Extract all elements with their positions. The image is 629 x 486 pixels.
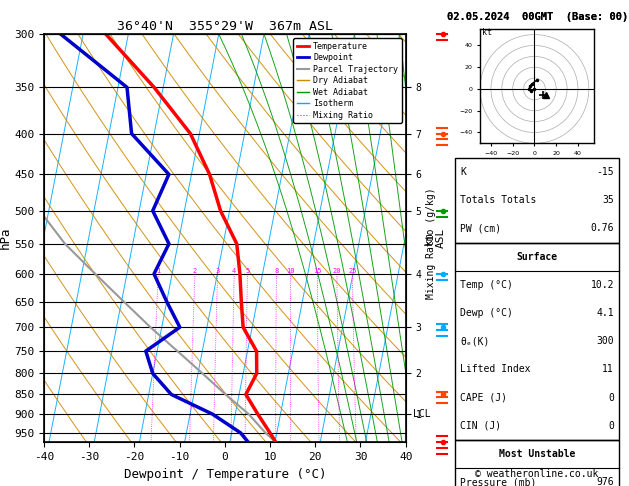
Text: © weatheronline.co.uk: © weatheronline.co.uk bbox=[476, 469, 599, 479]
Bar bbox=[455, 158, 620, 243]
Text: 976: 976 bbox=[596, 477, 614, 486]
Text: 0: 0 bbox=[608, 421, 614, 431]
Title: 36°40'N  355°29'W  367m ASL: 36°40'N 355°29'W 367m ASL bbox=[117, 20, 333, 33]
Text: K: K bbox=[460, 167, 466, 177]
Text: 02.05.2024  00GMT  (Base: 00): 02.05.2024 00GMT (Base: 00) bbox=[447, 12, 628, 22]
Text: Surface: Surface bbox=[516, 252, 558, 261]
Text: 8: 8 bbox=[274, 268, 279, 274]
Legend: Temperature, Dewpoint, Parcel Trajectory, Dry Adiabat, Wet Adiabat, Isotherm, Mi: Temperature, Dewpoint, Parcel Trajectory… bbox=[293, 38, 401, 123]
Text: Temp (°C): Temp (°C) bbox=[460, 280, 513, 290]
Y-axis label: hPa: hPa bbox=[0, 227, 11, 249]
Text: Pressure (mb): Pressure (mb) bbox=[460, 477, 537, 486]
Text: 15: 15 bbox=[313, 268, 321, 274]
Text: 20: 20 bbox=[333, 268, 341, 274]
Bar bbox=[455, 440, 620, 486]
Text: 1: 1 bbox=[156, 268, 160, 274]
Text: CAPE (J): CAPE (J) bbox=[460, 393, 507, 402]
Text: kt: kt bbox=[482, 28, 493, 36]
Text: 0: 0 bbox=[608, 393, 614, 402]
Text: 3: 3 bbox=[216, 268, 220, 274]
Text: 35: 35 bbox=[603, 195, 614, 205]
Text: 5: 5 bbox=[245, 268, 250, 274]
Text: Mixing Ratio (g/kg): Mixing Ratio (g/kg) bbox=[426, 187, 436, 299]
Text: 10: 10 bbox=[286, 268, 295, 274]
Text: Lifted Index: Lifted Index bbox=[460, 364, 531, 374]
Text: 4.1: 4.1 bbox=[596, 308, 614, 318]
Text: 300: 300 bbox=[596, 336, 614, 346]
Text: 4: 4 bbox=[232, 268, 237, 274]
Text: 2: 2 bbox=[193, 268, 197, 274]
Text: CIN (J): CIN (J) bbox=[460, 421, 501, 431]
Text: 0.76: 0.76 bbox=[591, 224, 614, 233]
X-axis label: Dewpoint / Temperature (°C): Dewpoint / Temperature (°C) bbox=[124, 468, 326, 481]
Text: 25: 25 bbox=[348, 268, 357, 274]
Text: LCL: LCL bbox=[413, 409, 431, 419]
Bar bbox=[455, 243, 620, 440]
Text: Dewp (°C): Dewp (°C) bbox=[460, 308, 513, 318]
Text: θₑ(K): θₑ(K) bbox=[460, 336, 489, 346]
Y-axis label: km
ASL: km ASL bbox=[424, 228, 446, 248]
Text: PW (cm): PW (cm) bbox=[460, 224, 501, 233]
Text: Most Unstable: Most Unstable bbox=[499, 449, 576, 459]
Text: 11: 11 bbox=[603, 364, 614, 374]
Text: Totals Totals: Totals Totals bbox=[460, 195, 537, 205]
Text: -15: -15 bbox=[596, 167, 614, 177]
Text: 02.05.2024  00GMT  (Base: 00): 02.05.2024 00GMT (Base: 00) bbox=[447, 12, 628, 22]
Text: 10.2: 10.2 bbox=[591, 280, 614, 290]
